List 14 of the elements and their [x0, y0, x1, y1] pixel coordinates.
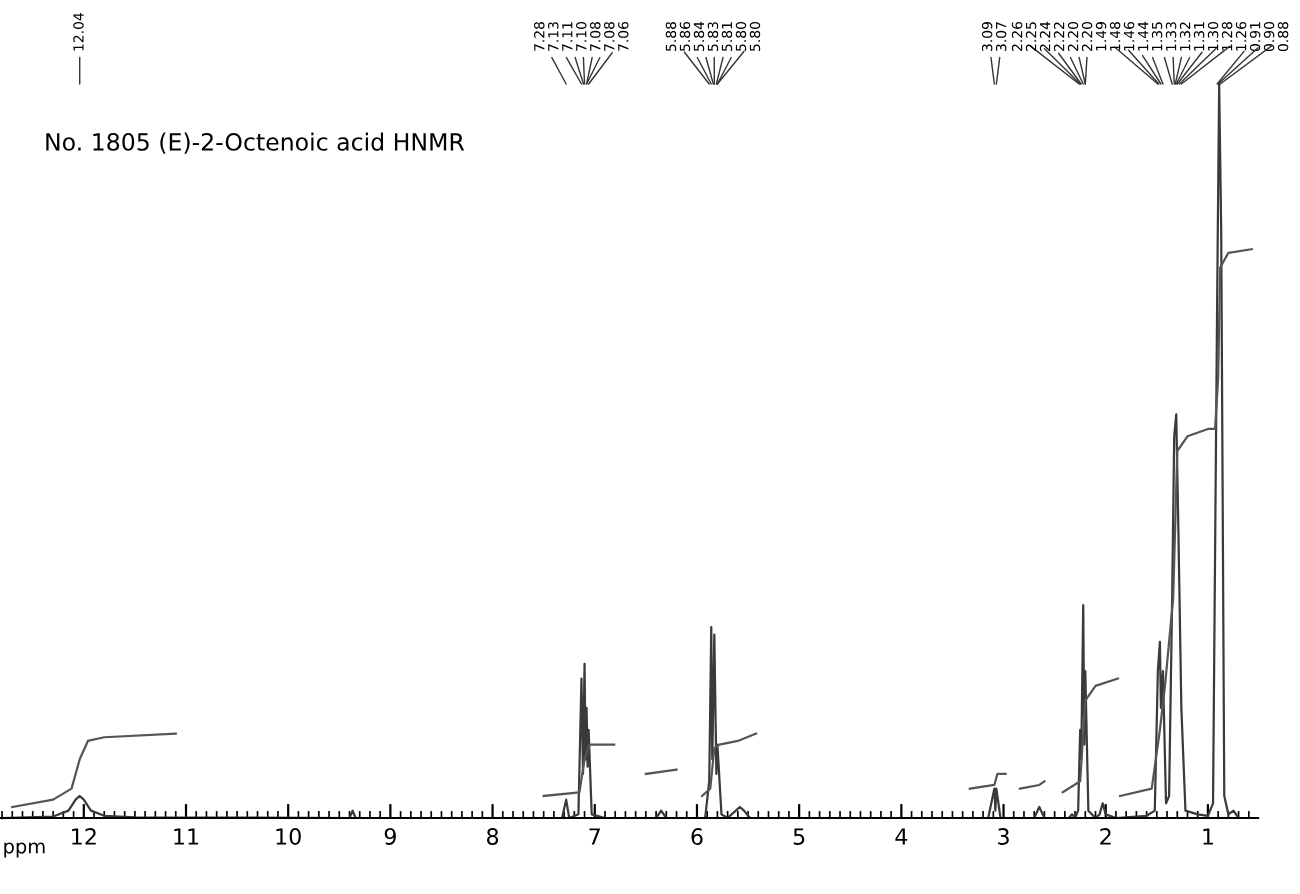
- x-tick-label: 9: [384, 828, 396, 845]
- x-tick-label: 2: [1100, 828, 1111, 845]
- x-tick-label: 12: [72, 828, 96, 845]
- x-tick-label: 7: [589, 828, 600, 845]
- x-tick-label: 4: [895, 828, 908, 845]
- x-tick-label: 8: [487, 828, 499, 845]
- x-tick-label: 5: [793, 828, 805, 845]
- x-tick-label: 11: [174, 828, 199, 845]
- x-tick-label: 1: [1203, 828, 1213, 845]
- x-tick-label: 10: [276, 828, 301, 845]
- text: No. 1805 (E)-2-Octenoic acid HNMR: [46, 132, 465, 154]
- x-tick-label: 6: [691, 828, 703, 845]
- x-tick-label: 3: [998, 828, 1009, 845]
- x-axis-title: ppm: [4, 842, 45, 858]
